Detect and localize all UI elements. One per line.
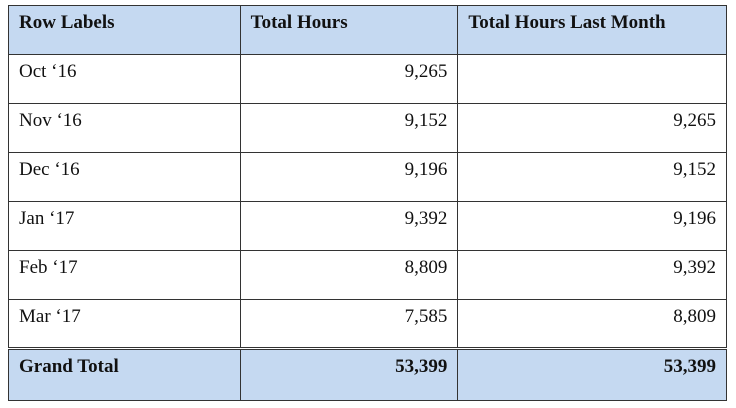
cell: 9,196 xyxy=(239,152,459,202)
cell: 8,809 xyxy=(239,250,459,300)
cell: Mar ‘17 xyxy=(8,299,241,349)
cell: Jan ‘17 xyxy=(8,201,241,251)
data-row: Feb ‘17 8,809 9,392 xyxy=(8,250,727,300)
cell: 9,392 xyxy=(457,250,727,300)
cell: Row Labels xyxy=(8,5,241,55)
cell: 9,392 xyxy=(239,201,459,251)
data-row: Dec ‘16 9,196 9,152 xyxy=(8,152,727,202)
cell: 9,152 xyxy=(239,103,459,153)
cell: 7,585 xyxy=(239,299,459,349)
cell: 53,399 xyxy=(457,347,727,401)
cell: Nov ‘16 xyxy=(8,103,241,153)
data-row: Mar ‘17 7,585 8,809 xyxy=(8,299,727,349)
cell: 53,399 xyxy=(239,347,459,401)
cell: Grand Total xyxy=(8,347,241,401)
cell: Oct ‘16 xyxy=(8,54,241,104)
cell: Total Hours Last Month xyxy=(457,5,727,55)
cell xyxy=(457,54,727,104)
cell: 9,265 xyxy=(239,54,459,104)
cell: Total Hours xyxy=(239,5,459,55)
data-row: Jan ‘17 9,392 9,196 xyxy=(8,201,727,251)
total-row: Grand Total 53,399 53,399 xyxy=(8,347,727,401)
data-row: Nov ‘16 9,152 9,265 xyxy=(8,103,727,153)
cell: 9,152 xyxy=(457,152,727,202)
cell: 8,809 xyxy=(457,299,727,349)
cell: 9,265 xyxy=(457,103,727,153)
table-body: Row Labels Total Hours Total Hours Last Mo… xyxy=(8,5,727,401)
cell: 9,196 xyxy=(457,201,727,251)
data-row: Oct ‘16 9,265 xyxy=(8,54,727,104)
cell: Dec ‘16 xyxy=(8,152,241,202)
head-row: Row Labels Total Hours Total Hours Last Mo… xyxy=(8,5,727,55)
cell: Feb ‘17 xyxy=(8,250,241,300)
pivot-table: Row Labels Total Hours Total Hours Last Mo… xyxy=(8,5,727,401)
